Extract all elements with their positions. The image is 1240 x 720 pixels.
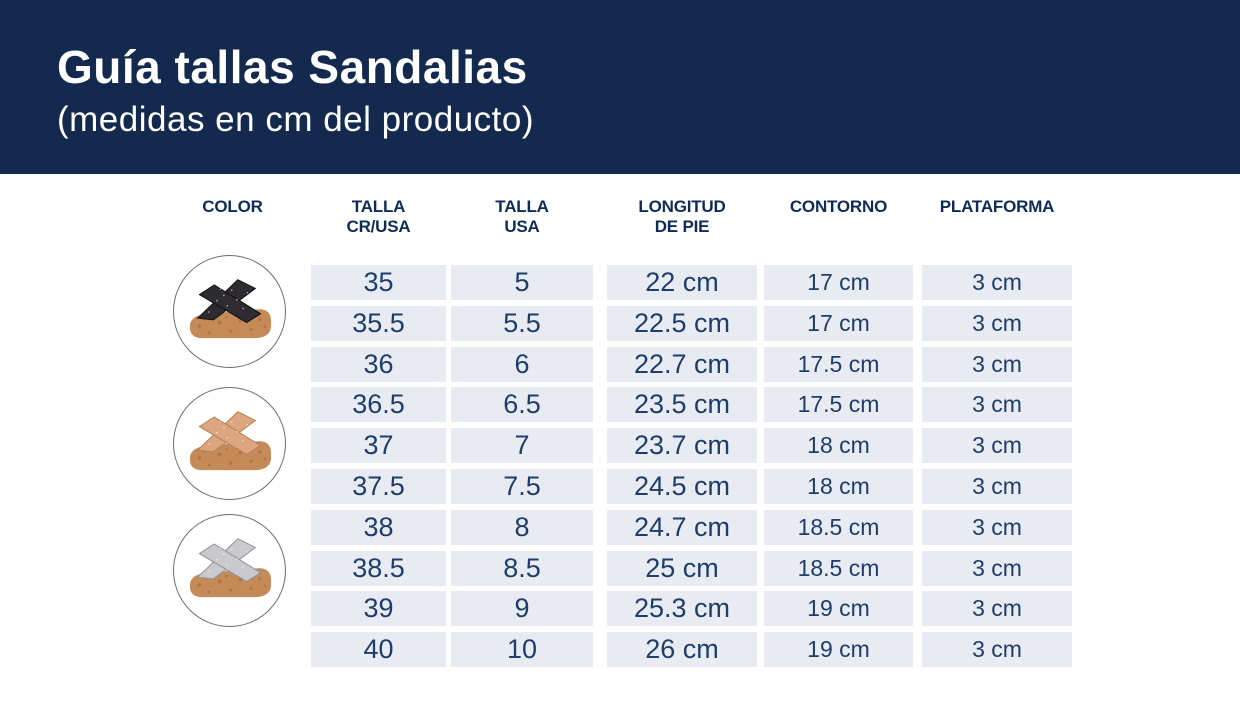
column-plataforma: 3 cm 3 cm 3 cm 3 cm 3 cm 3 cm 3 cm 3 cm … [922,265,1072,673]
table-cell: 26 cm [607,632,757,668]
table-cell: 38 [311,509,446,545]
table-cell: 37 [311,428,446,464]
column-talla-cr-usa: 35 35.5 36 36.5 37 37.5 38 38.5 39 40 [311,265,446,673]
table-cell: 36 [311,346,446,382]
table-cell: 25.3 cm [607,591,757,627]
table-cell: 40 [311,632,446,668]
table-cell: 23.5 cm [607,387,757,423]
strap-front [198,416,261,454]
table-cell: 5.5 [451,305,593,341]
column-header-plataforma: PLATAFORMA [922,197,1072,217]
column-header-talla-usa: TALLA USA [451,197,593,237]
header-banner: Guía tallas Sandalias (medidas en cm del… [0,0,1240,174]
strap-front [198,284,261,322]
strap-front [198,543,261,581]
table-cell: 5 [451,265,593,300]
column-header-label: LONGITUD [638,197,726,216]
table-cell: 22.5 cm [607,305,757,341]
product-photo-black-sandal [173,255,286,368]
table-cell: 37.5 [311,468,446,504]
table-cell: 22.7 cm [607,346,757,382]
table-cell: 25 cm [607,550,757,586]
table-cell: 19 cm [764,591,913,627]
table-cell: 8.5 [451,550,593,586]
column-header-label: COLOR [202,197,263,216]
column-header-label: PLATAFORMA [939,197,1055,216]
column-header-label: TALLA [351,197,406,216]
table-cell: 22 cm [607,265,757,300]
table-cell: 3 cm [922,468,1072,504]
table-cell: 17 cm [764,305,913,341]
column-header-longitud-de-pie: LONGITUD DE PIE [607,197,757,237]
table-cell: 18.5 cm [764,509,913,545]
page-title: Guía tallas Sandalias [57,41,528,93]
product-photo-silver-sandal [173,514,286,627]
table-cell: 36.5 [311,387,446,423]
table-cell: 18 cm [764,428,913,464]
table-cell: 3 cm [922,428,1072,464]
table-cell: 24.7 cm [607,509,757,545]
table-cell: 3 cm [922,305,1072,341]
column-header-talla-cr-usa: TALLA CR/USA [311,197,446,237]
table-cell: 23.7 cm [607,428,757,464]
table-cell: 3 cm [922,509,1072,545]
glitter-sparkles [207,547,248,572]
black-glitter-cross-strap-sandal-icon [189,278,271,338]
table-cell: 38.5 [311,550,446,586]
column-header-label: TALLA [495,197,549,216]
table-cell: 24.5 cm [607,468,757,504]
table-cell: 17.5 cm [764,387,913,423]
glitter-sparkles [207,420,248,445]
table-cell: 7 [451,428,593,464]
table-cell: 6 [451,346,593,382]
table-cell: 9 [451,591,593,627]
column-longitud-de-pie: 22 cm 22.5 cm 22.7 cm 23.5 cm 23.7 cm 24… [607,265,757,673]
table-cell: 3 cm [922,265,1072,300]
table-cell: 39 [311,591,446,627]
table-cell: 7.5 [451,468,593,504]
product-photo-rose-gold-sandal [173,387,286,500]
silver-glitter-cross-strap-sandal-icon [189,537,271,597]
cork-texture [197,311,266,334]
table-cell: 3 cm [922,591,1072,627]
table-cell: 18.5 cm [764,550,913,586]
table-cell: 3 cm [922,346,1072,382]
page-subtitle: (medidas en cm del producto) [57,100,534,139]
column-header-contorno: CONTORNO [764,197,913,217]
column-header-label: CONTORNO [789,197,888,216]
table-cell: 3 cm [922,387,1072,423]
glitter-sparkles [207,288,248,313]
table-cell: 17 cm [764,265,913,300]
cork-texture [197,570,266,593]
table-cell: 17.5 cm [764,346,913,382]
table-cell: 8 [451,509,593,545]
table-cell: 19 cm [764,632,913,668]
column-contorno: 17 cm 17 cm 17.5 cm 17.5 cm 18 cm 18 cm … [764,265,913,673]
table-cell: 18 cm [764,468,913,504]
column-talla-usa: 5 5.5 6 6.5 7 7.5 8 8.5 9 10 [451,265,593,673]
table-cell: 10 [451,632,593,668]
table-cell: 3 cm [922,550,1072,586]
table-cell: 3 cm [922,632,1072,668]
table-cell: 35.5 [311,305,446,341]
rose-gold-glitter-cross-strap-sandal-icon [189,410,271,470]
column-header-color: COLOR [160,197,305,217]
table-cell: 6.5 [451,387,593,423]
table-cell: 35 [311,265,446,300]
